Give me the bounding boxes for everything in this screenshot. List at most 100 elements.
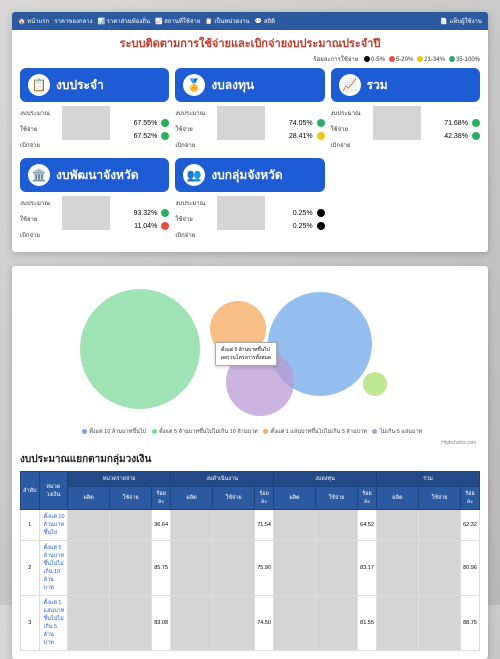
bubble[interactable] xyxy=(80,289,200,409)
legend-text: ตั้งแต่ 5 ล้านบาทขึ้นไปไม่เกิน 10 ล้านบา… xyxy=(158,429,260,435)
status-dot xyxy=(317,119,325,127)
metric-thumbnail xyxy=(217,196,265,230)
nav-item-2[interactable]: 📊 ราคาส่วนท้องถิ่น xyxy=(98,16,150,26)
cell-thumb xyxy=(68,596,110,651)
table-title: งบประมาณแยกตามกลุ่มวงเงิน xyxy=(20,446,480,471)
status-dot xyxy=(317,209,325,217)
cell-thumb xyxy=(274,596,316,651)
card-icon: 📈 xyxy=(339,74,361,96)
metric-row: 74.05% xyxy=(269,119,324,127)
nav-user[interactable]: 📄 แท็บผู้ใช้งาน xyxy=(440,16,482,26)
metric-label: ใช้จ่าย xyxy=(175,124,213,134)
cell-thumb xyxy=(419,541,461,596)
cell-value: 80.96 xyxy=(461,541,480,596)
metric-value: 93.32% xyxy=(134,210,158,217)
legend-text: ไม่เกิน 5 แสนบาท xyxy=(378,429,422,435)
legend-text: 35-100% xyxy=(456,57,480,63)
budget-table: ลำดับหมวดวงเงินหมวดรายจ่ายงบดำเนินงานงบล… xyxy=(20,471,480,651)
status-dot xyxy=(472,132,480,140)
th: ลำดับ xyxy=(21,472,40,510)
legend-dot xyxy=(152,429,157,434)
cell-value: 75.90 xyxy=(255,541,274,596)
cell-link[interactable]: ตั้งแต่ 5 ล้านบาทขึ้นไปไม่เกิน 10 ล้าน บ… xyxy=(39,541,68,596)
metric-row: 67.55% xyxy=(114,119,169,127)
bubble-chart[interactable]: ตั้งแต่ 5 ล้านบาทขึ้นไปผลรวมโครงการทั้งห… xyxy=(20,274,480,424)
cell-thumb xyxy=(419,510,461,541)
cell-thumb xyxy=(377,510,419,541)
bubble[interactable] xyxy=(363,372,387,396)
metric-thumbnail xyxy=(217,106,265,140)
metric-label: เบิกจ่าย xyxy=(20,230,58,240)
status-dot xyxy=(317,132,325,140)
cell-thumb xyxy=(171,541,213,596)
metric-label: เบิกจ่าย xyxy=(175,140,213,150)
metric-row: 42.38% xyxy=(425,132,480,140)
th: หมวดวงเงิน xyxy=(39,472,68,510)
nav-item-3[interactable]: 📈 สถานที่ใช้จ่าย xyxy=(155,16,200,26)
metric-value: 0.25% xyxy=(293,223,313,230)
metric-value: 28.41% xyxy=(289,133,313,140)
metric-label: เบิกจ่าย xyxy=(175,230,213,240)
status-dot xyxy=(161,132,169,140)
table-row: 3ตั้งแต่ 1 แสนบาทขึ้นไปไม่เกิน 5 ล้าน บา… xyxy=(21,596,480,651)
card-header[interactable]: 👥 งบกลุ่มจังหวัด xyxy=(175,158,324,192)
cell-value: 64.52 xyxy=(358,510,377,541)
card-icon: 🏛️ xyxy=(28,164,50,186)
dashboard-panel-top: 🏠 หน้าแรก ราคาของกลาง 📊 ราคาส่วนท้องถิ่น 📈 … xyxy=(12,12,488,252)
legend-dot xyxy=(263,429,268,434)
metric-value: 11.04% xyxy=(134,223,157,230)
th: ใช้จ่าย xyxy=(419,487,461,510)
status-dot xyxy=(161,119,169,127)
page-title: ระบบติดตามการใช้จ่ายและเบิกจ่ายงบประมาณป… xyxy=(12,30,488,54)
legend-text: 5-20% xyxy=(396,57,413,63)
metric-value: 0.25% xyxy=(293,210,313,217)
th: ผลิต xyxy=(171,487,213,510)
nav-item-4[interactable]: 📋 เป็นหน่วยงาน xyxy=(205,16,249,26)
card-icon: 📋 xyxy=(28,74,50,96)
metric-label: เบิกจ่าย xyxy=(20,140,58,150)
cell-link[interactable]: ตั้งแต่ 10 ล้านบาทขึ้นไป xyxy=(39,510,68,541)
metric-label: งบประมาณ xyxy=(175,198,213,208)
cell-value: 74.50 xyxy=(255,596,274,651)
card-header[interactable]: 🏛️งบพัฒนาจังหวัด xyxy=(20,158,169,192)
card-title: งบประจำ xyxy=(56,76,104,95)
cell-thumb xyxy=(110,596,152,651)
cell-thumb xyxy=(213,596,255,651)
cell-thumb xyxy=(419,596,461,651)
metric-label: เบิกจ่าย xyxy=(331,140,369,150)
metric-label: งบประมาณ xyxy=(331,108,369,118)
metric-thumbnail xyxy=(62,106,110,140)
cell-value: 81.55 xyxy=(358,596,377,651)
metric-label: ใช้จ่าย xyxy=(175,214,213,224)
dashboard-panel-bottom: ตั้งแต่ 5 ล้านบาทขึ้นไปผลรวมโครงการทั้งห… xyxy=(12,266,488,659)
legend-text: ตั้งแต่ 1 แสนบาทขึ้นไปไม่เกิน 5 ล้านบาท xyxy=(269,429,368,435)
metric-value: 42.38% xyxy=(444,133,468,140)
legend-dot xyxy=(389,56,395,62)
nav-item-0[interactable]: 🏠 หน้าแรก xyxy=(18,16,49,26)
metric-value: 74.05% xyxy=(289,120,313,127)
th: ผลิต xyxy=(68,487,110,510)
card-header[interactable]: 📈 รวม xyxy=(331,68,480,102)
cell-thumb xyxy=(110,541,152,596)
th: ร้อยละ xyxy=(358,487,377,510)
metric-row: 28.41% xyxy=(269,132,324,140)
nav-item-5[interactable]: 💬 สถิติ xyxy=(255,16,275,26)
th-group: งบลงทุน xyxy=(274,472,377,487)
cell-link[interactable]: ตั้งแต่ 1 แสนบาทขึ้นไปไม่เกิน 5 ล้าน บาท xyxy=(39,596,68,651)
legend-dot xyxy=(364,56,370,62)
cell-thumb xyxy=(274,541,316,596)
metric-label: งบประมาณ xyxy=(20,108,58,118)
th: ร้อยละ xyxy=(255,487,274,510)
card-header[interactable]: 📋 งบประจำ xyxy=(20,68,169,102)
th: ใช้จ่าย xyxy=(110,487,152,510)
card-icon: 👥 xyxy=(183,164,205,186)
card-header[interactable]: 🏅งบลงทุน xyxy=(175,68,324,102)
cell-value: 88.75 xyxy=(461,596,480,651)
card-title: งบกลุ่มจังหวัด xyxy=(211,166,282,185)
nav-item-1[interactable]: ราคาของกลาง xyxy=(54,16,92,26)
status-dot xyxy=(472,119,480,127)
th-group: งบดำเนินงาน xyxy=(171,472,274,487)
metric-label: ใช้จ่าย xyxy=(331,124,369,134)
th: ใช้จ่าย xyxy=(316,487,358,510)
card-title: รวม xyxy=(367,76,388,95)
